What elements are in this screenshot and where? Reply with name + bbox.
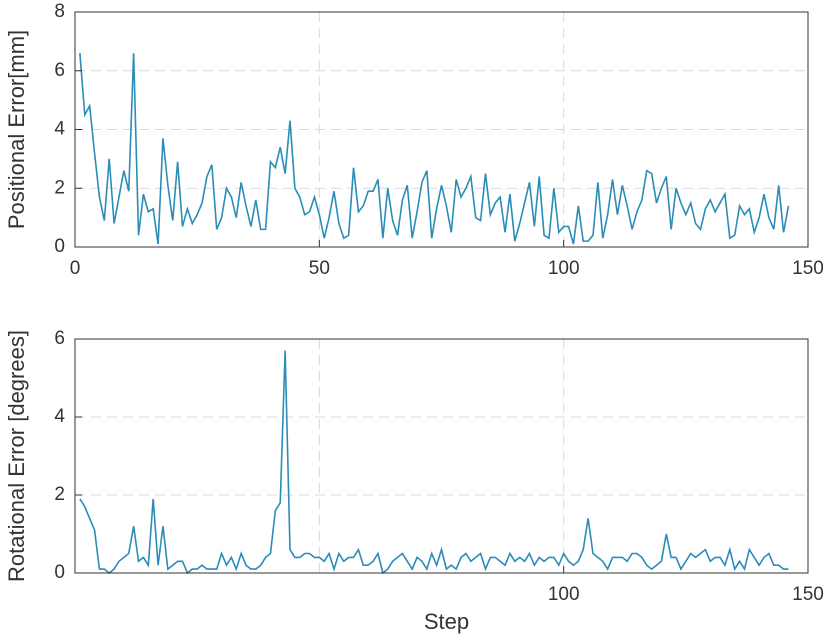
y-tick-label: 0 [54, 562, 65, 583]
x-tick-label: 100 [548, 584, 580, 605]
y-tick-label: 6 [54, 328, 65, 349]
data-line [79, 350, 789, 575]
y-axis-label: Positional Error[mm] [4, 30, 29, 229]
y-tick-label: 6 [54, 60, 65, 81]
x-tick-label: 50 [309, 258, 330, 279]
axes-box [74, 338, 809, 574]
x-tick-label: 150 [792, 584, 824, 605]
axes-box [74, 11, 809, 248]
x-tick-label: 100 [548, 258, 580, 279]
y-tick-label: 4 [54, 406, 65, 427]
y-tick-label: 4 [54, 119, 65, 140]
data-line [79, 53, 790, 245]
y-tick-label: 2 [54, 484, 65, 505]
y-tick-label: 8 [54, 1, 65, 22]
y-axis-label: Rotational Error [degrees] [4, 330, 29, 582]
x-tick-label: 150 [792, 258, 824, 279]
y-tick-label: 0 [54, 236, 65, 257]
x-axis-label: Step [424, 609, 469, 634]
y-tick-label: 2 [54, 177, 65, 198]
x-tick-label: 0 [70, 258, 81, 279]
